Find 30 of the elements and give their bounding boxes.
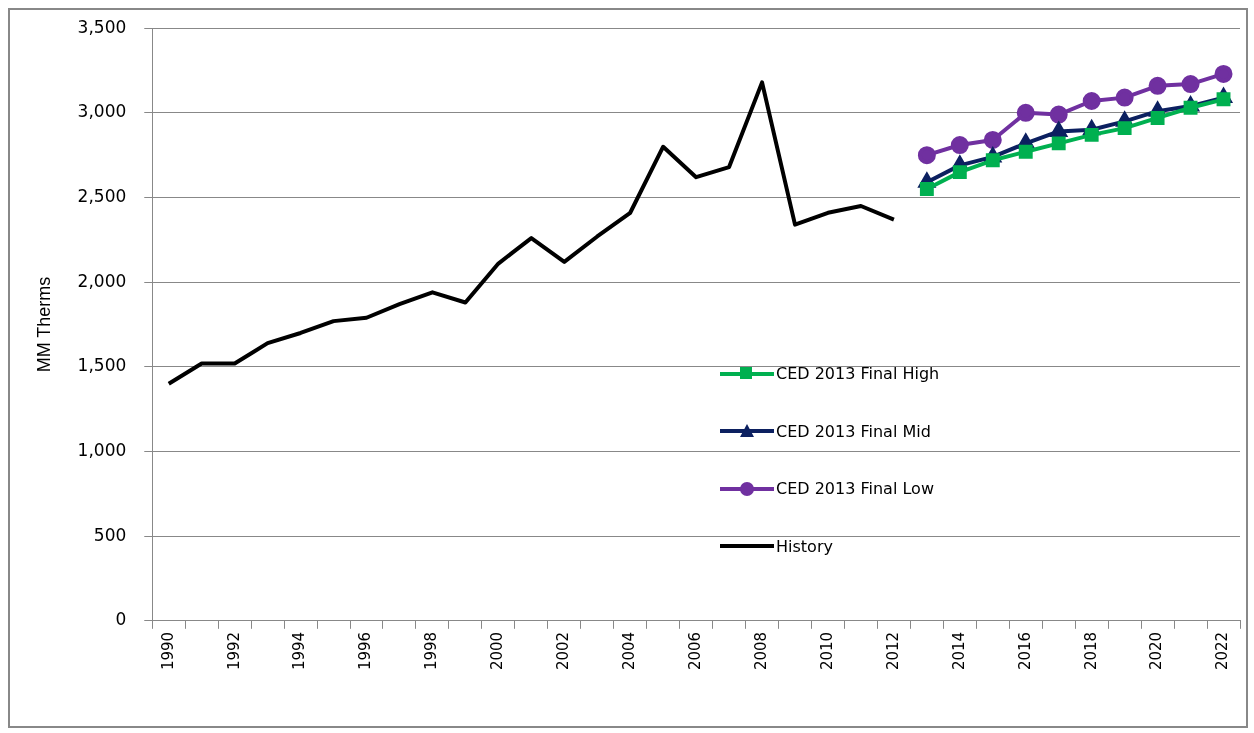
x-tick-label: 1992 — [224, 631, 243, 671]
x-tick-label: 2006 — [686, 631, 705, 671]
legend-label: CED 2013 Final Low — [776, 479, 934, 499]
x-tick-label: 2016 — [1015, 631, 1034, 671]
x-tick-label: 2012 — [883, 631, 902, 671]
x-tick-label: 2002 — [554, 631, 573, 671]
x-tick-label: 2020 — [1147, 631, 1166, 671]
x-tick-label: 2008 — [751, 631, 770, 671]
x-tick-label: 1998 — [422, 631, 441, 671]
x-tick-label: 1996 — [356, 631, 375, 671]
x-tick-label: 2004 — [620, 631, 639, 671]
x-tick-label: 2010 — [817, 631, 836, 671]
x-tick-label: 2014 — [949, 631, 968, 671]
legend-label: CED 2013 Final Mid — [776, 421, 931, 441]
x-tick-label: 2000 — [488, 631, 507, 671]
y-tick-label: 3,500 — [77, 16, 127, 37]
y-tick-label: 500 — [93, 524, 127, 545]
y-tick-label: 0 — [115, 609, 127, 630]
legend-label: History — [776, 536, 833, 556]
legend-label: CED 2013 Final High — [776, 364, 940, 384]
y-axis-title: MM Therms — [33, 276, 54, 373]
y-tick-label: 1,500 — [77, 355, 127, 376]
y-tick-label: 2,500 — [77, 185, 127, 206]
y-tick-label: 3,000 — [77, 101, 127, 122]
x-tick-label: 1994 — [290, 631, 309, 671]
x-tick-label: 2018 — [1081, 631, 1100, 671]
x-tick-label: 2022 — [1213, 631, 1232, 671]
x-tick-label: 1990 — [158, 631, 177, 671]
y-tick-label: 1,000 — [77, 439, 127, 460]
y-tick-label: 2,000 — [77, 270, 127, 291]
